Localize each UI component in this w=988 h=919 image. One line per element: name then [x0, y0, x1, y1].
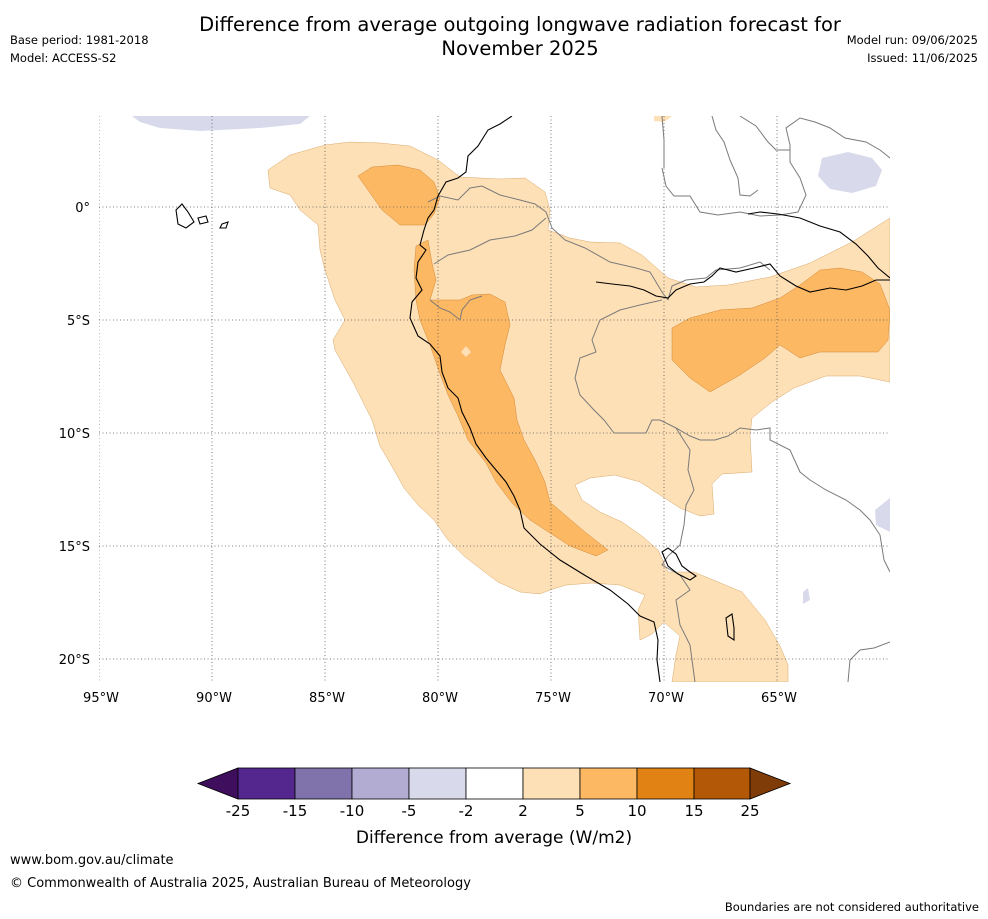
lat-label: 5°S — [67, 314, 90, 329]
model-run: Model run: 09/06/2025 — [846, 33, 978, 47]
colorbar-tick-label: -15 — [283, 802, 308, 820]
colorbar-tick-label: -2 — [459, 802, 474, 820]
lat-label: 10°S — [59, 427, 90, 442]
base-period: Base period: 1981-2018 — [10, 33, 149, 47]
boundary — [659, 419, 890, 573]
colorbar-tick-label: 25 — [740, 802, 759, 820]
negative-anomaly-patch — [803, 588, 810, 604]
colorbar-segment — [749, 767, 792, 800]
colorbar-segment — [579, 767, 638, 800]
colorbar-label: Difference from average (W/m2) — [356, 828, 632, 848]
footer-url: www.bom.gov.au/climate — [10, 853, 174, 868]
coastline-atlantic — [595, 263, 890, 299]
negative-anomaly-patch — [875, 498, 890, 532]
latitude-labels: 0° 5°S 10°S 15°S 20°S — [59, 201, 90, 668]
lon-label: 70°W — [648, 691, 684, 706]
colorbar — [196, 767, 792, 800]
colorbar-segment — [294, 767, 353, 800]
boundary — [661, 116, 665, 168]
boundary — [433, 217, 547, 265]
colorbar-tick-label: 2 — [518, 802, 528, 820]
lon-label: 85°W — [309, 691, 345, 706]
island — [219, 221, 229, 229]
issued-date: Issued: 11/06/2025 — [867, 51, 978, 65]
boundary — [711, 116, 759, 197]
colorbar-tick-label: 15 — [684, 802, 703, 820]
boundary — [847, 641, 890, 682]
lat-label: 0° — [75, 201, 90, 216]
lat-label: 20°S — [59, 653, 90, 668]
coastline-amazon — [747, 211, 890, 279]
coastline-pacific — [409, 116, 661, 682]
colorbar-tick-label: -25 — [226, 802, 251, 820]
colorbar-segment — [196, 767, 239, 800]
boundary — [427, 185, 669, 301]
map-gridlines — [99, 116, 890, 682]
boundary — [667, 261, 771, 301]
colorbar-segment — [351, 767, 410, 800]
title-line-2: November 2025 — [441, 37, 599, 60]
colorbar-segment — [636, 767, 695, 800]
boundary — [661, 117, 890, 217]
anomaly-patch — [654, 116, 672, 122]
coastline — [175, 116, 890, 682]
boundary — [574, 299, 663, 434]
map-title: Difference from average outgoing longwav… — [150, 13, 890, 61]
boundary — [739, 116, 790, 151]
negative-anomaly-patch — [132, 116, 310, 131]
meta-left: Base period: 1981-2018 Model: ACCESS-S2 — [10, 33, 149, 69]
colorbar-segment — [408, 767, 467, 800]
boundary — [429, 295, 483, 321]
colorbar-tick-label: 5 — [575, 802, 585, 820]
lon-label: 75°W — [535, 691, 571, 706]
meta-right: Model run: 09/06/2025 Issued: 11/06/2025 — [847, 33, 978, 69]
colorbar-tick-label: 10 — [627, 802, 646, 820]
island — [197, 215, 209, 225]
island — [175, 203, 195, 229]
anomaly-core-east — [671, 267, 890, 393]
lake-titicaca — [661, 547, 697, 581]
colorbar-tick-label: -5 — [402, 802, 417, 820]
neutral-hole — [622, 236, 668, 270]
anomaly-core-andes — [413, 239, 609, 557]
colorbar-ticks: -25 -15 -10 -5 -2 2 5 10 15 25 — [226, 802, 760, 820]
neutral-hole — [710, 196, 752, 212]
colorbar-tick-label: -10 — [340, 802, 365, 820]
longitude-labels: 95°W 90°W 85°W 80°W 75°W 70°W 65°W — [83, 691, 797, 706]
colorbar-segment — [465, 767, 524, 800]
lon-label: 95°W — [83, 691, 119, 706]
title-line-1: Difference from average outgoing longwav… — [199, 13, 841, 36]
lon-label: 65°W — [761, 691, 797, 706]
colorbar-segment — [693, 767, 751, 800]
diamond-patch — [461, 346, 471, 357]
lon-label: 90°W — [196, 691, 232, 706]
lon-label: 80°W — [422, 691, 458, 706]
positive-anomaly-region — [267, 141, 890, 682]
model-name: Model: ACCESS-S2 — [10, 51, 117, 65]
anomaly-core-north — [357, 164, 441, 226]
negative-anomaly-patch — [818, 152, 882, 193]
colorbar-segment — [237, 767, 296, 800]
boundary — [661, 427, 696, 682]
lat-label: 15°S — [59, 540, 90, 555]
footer-copyright: © Commonwealth of Australia 2025, Austra… — [10, 876, 471, 891]
footer-note: Boundaries are not considered authoritat… — [724, 900, 979, 914]
country-boundaries — [427, 116, 890, 682]
island — [725, 613, 735, 642]
colorbar-segment — [522, 767, 581, 800]
map-area — [99, 116, 890, 682]
